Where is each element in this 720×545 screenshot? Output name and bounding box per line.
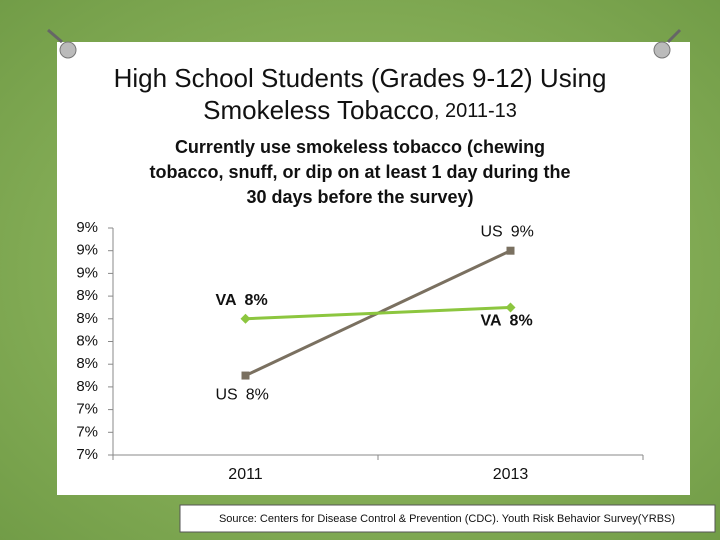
subtitle: tobacco, snuff, or dip on at least 1 day…	[149, 162, 570, 182]
marker	[505, 302, 516, 313]
value-label: 8%	[245, 292, 268, 309]
chart-title: High School Students (Grades 9-12) Using	[114, 63, 607, 93]
x-tick-label: 2011	[228, 466, 263, 483]
data-label: US 8%	[216, 387, 269, 404]
y-tick-label: 9%	[76, 242, 98, 259]
value-label: 9%	[511, 224, 534, 241]
series-name: VA	[481, 313, 502, 330]
series-line	[245, 305, 511, 321]
y-tick-label: 8%	[76, 310, 98, 327]
data-label: VA 8%	[216, 292, 268, 309]
y-tick-label: 7%	[76, 446, 98, 463]
chart-title: Smokeless Tobacco, 2011-13	[203, 95, 517, 125]
y-tick-label: 9%	[76, 264, 98, 281]
pin	[47, 28, 682, 59]
x-tick-label: 2013	[493, 466, 529, 483]
subtitle: Currently use smokeless tobacco (chewing	[175, 137, 545, 157]
panel	[57, 42, 690, 495]
chart-title: Smokeless Tobacco	[203, 95, 434, 125]
marker	[240, 313, 251, 324]
chart-title: , 2011-13	[434, 100, 517, 122]
marker	[241, 371, 250, 380]
series-name: US	[481, 224, 503, 241]
source: Source: Centers for Disease Control & Pr…	[219, 513, 675, 525]
data-label: US 9%	[481, 224, 534, 241]
value-label: 8%	[510, 313, 533, 330]
series-name: VA	[216, 292, 237, 309]
series-name: US	[216, 387, 238, 404]
marker	[506, 246, 515, 255]
y-tick-label: 7%	[76, 423, 98, 440]
y-tick-label: 8%	[76, 287, 98, 304]
source-box	[179, 504, 716, 533]
y-tick-label: 8%	[76, 332, 98, 349]
y-tick-label: 7%	[76, 401, 98, 418]
y-tick-label: 8%	[76, 378, 98, 395]
subtitle: 30 days before the survey)	[246, 187, 473, 207]
value-label: 8%	[246, 387, 269, 404]
y-tick-label: 8%	[76, 355, 98, 372]
data-label: VA 8%	[481, 313, 533, 330]
y-tick-label: 9%	[76, 219, 98, 236]
